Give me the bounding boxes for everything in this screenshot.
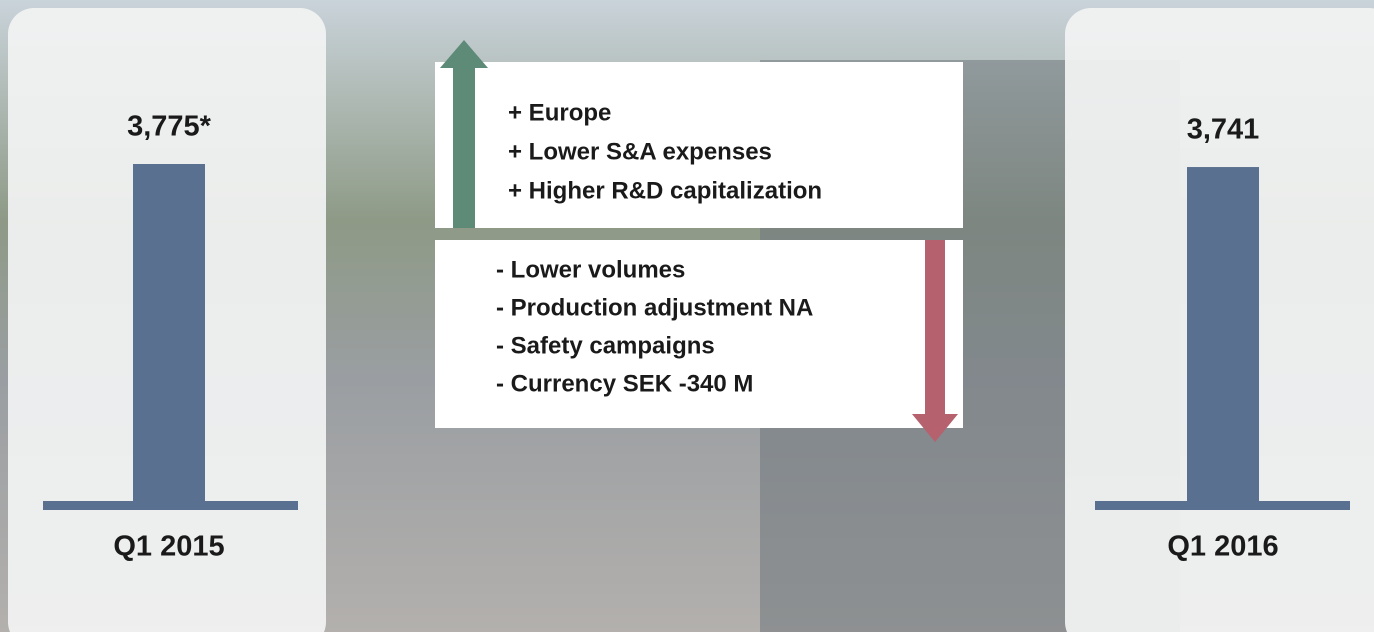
baseline bbox=[43, 501, 298, 510]
bar bbox=[133, 164, 205, 501]
value-label: 3,741 bbox=[1187, 114, 1260, 146]
negative-item: - Currency SEK -340 M bbox=[496, 370, 753, 397]
negative-item: - Lower volumes bbox=[496, 256, 685, 283]
negative-item: - Production adjustment NA bbox=[496, 294, 813, 321]
slide: 3,775* Q1 2015 3,741 Q1 2016 + Europe + Lower… bbox=[0, 0, 1374, 632]
positive-item: + Lower S&A expenses bbox=[508, 138, 772, 165]
category-label: Q1 2015 bbox=[113, 531, 224, 563]
positive-item: + Europe bbox=[508, 99, 611, 126]
baseline bbox=[1095, 501, 1350, 510]
category-label: Q1 2016 bbox=[1167, 531, 1278, 563]
positive-item: + Higher R&D capitalization bbox=[508, 177, 822, 204]
bar bbox=[1187, 167, 1259, 501]
value-label: 3,775* bbox=[127, 111, 212, 143]
negative-item: - Safety campaigns bbox=[496, 332, 715, 359]
